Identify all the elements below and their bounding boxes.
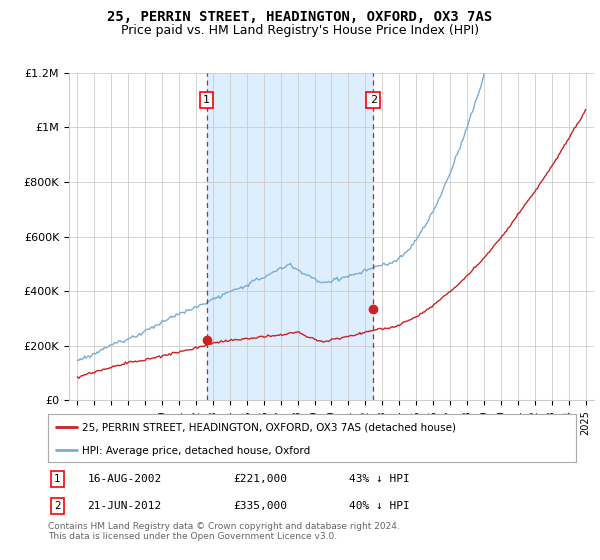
Text: 25, PERRIN STREET, HEADINGTON, OXFORD, OX3 7AS (detached house): 25, PERRIN STREET, HEADINGTON, OXFORD, O… — [82, 423, 457, 433]
Text: Contains HM Land Registry data © Crown copyright and database right 2024.
This d: Contains HM Land Registry data © Crown c… — [48, 522, 400, 542]
Text: 2: 2 — [370, 95, 377, 105]
Text: HPI: Average price, detached house, Oxford: HPI: Average price, detached house, Oxfo… — [82, 446, 311, 456]
Text: 43% ↓ HPI: 43% ↓ HPI — [349, 474, 410, 484]
Text: £221,000: £221,000 — [233, 474, 287, 484]
Text: 16-AUG-2002: 16-AUG-2002 — [88, 474, 162, 484]
Bar — [206, 73, 373, 400]
Text: Price paid vs. HM Land Registry's House Price Index (HPI): Price paid vs. HM Land Registry's House … — [121, 24, 479, 36]
Text: £335,000: £335,000 — [233, 501, 287, 511]
Text: 21-JUN-2012: 21-JUN-2012 — [88, 501, 162, 511]
Text: 1: 1 — [203, 95, 210, 105]
Text: 25, PERRIN STREET, HEADINGTON, OXFORD, OX3 7AS: 25, PERRIN STREET, HEADINGTON, OXFORD, O… — [107, 10, 493, 24]
Text: 1: 1 — [54, 474, 61, 484]
Text: 40% ↓ HPI: 40% ↓ HPI — [349, 501, 410, 511]
Text: 2: 2 — [54, 501, 61, 511]
